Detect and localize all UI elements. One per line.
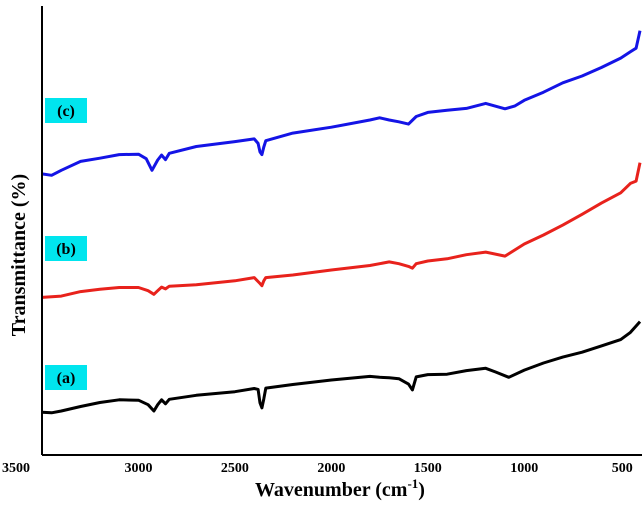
series-label-text: (b) [56,241,76,258]
x-tick-label: 3500 [2,461,30,476]
x-axis-title-superscript: -1 [407,476,418,491]
x-tick-label: 1500 [414,461,442,476]
x-axis-title: Wavenumber (cm-1) [255,476,425,501]
x-axis-title-main: Wavenumber (cm [255,479,408,501]
x-axis-title-close: ) [418,479,425,501]
x-tick-label: 2500 [221,461,249,476]
tick-layer: 3500 3000 2500 2000 1500 1000 500 [2,461,633,476]
series-label: (c) [45,98,87,123]
series-layer [41,30,642,415]
x-tick-label: 2000 [317,461,345,476]
series-label-text: (a) [57,370,76,387]
x-tick-label: 1000 [510,461,538,476]
series-label-background [45,365,87,390]
x-tick-label: 500 [612,461,633,476]
y-axis-title: Transmittance (%) [8,174,30,336]
series-line [41,30,642,177]
series-label-text: (c) [57,103,75,120]
series-label-background [45,236,87,261]
series-label-background [45,98,87,123]
series-label: (b) [45,236,87,261]
series-line [41,320,642,415]
axis-layer [41,6,642,456]
series-label: (a) [45,365,87,390]
x-tick-label: 3000 [124,461,152,476]
series-label-layer: (a) (b) (c) [45,98,87,390]
series-line [41,162,642,299]
